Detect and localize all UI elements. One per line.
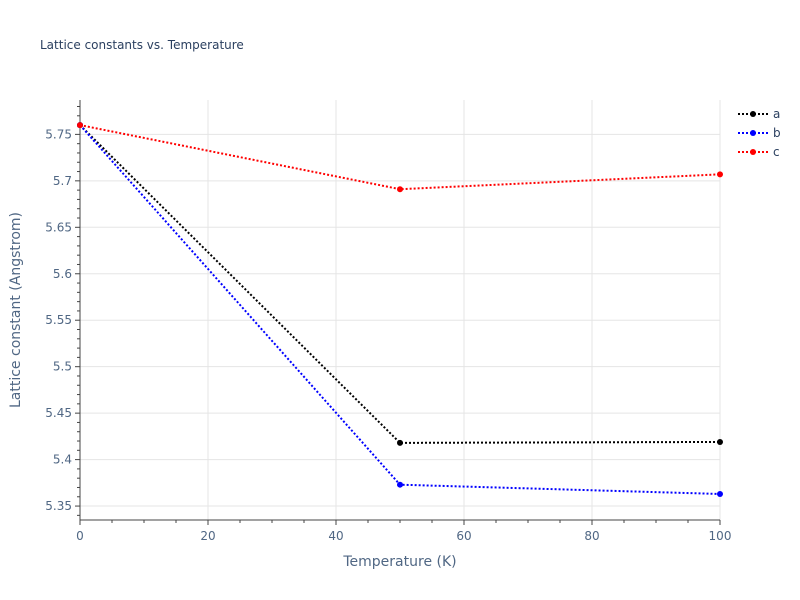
axis-layer — [75, 100, 721, 525]
x-tick-label: 0 — [76, 529, 84, 543]
chart-title: Lattice constants vs. Temperature — [40, 38, 244, 52]
y-tick-label: 5.7 — [53, 174, 72, 188]
y-tick-label: 5.6 — [53, 267, 72, 281]
y-tick-label: 5.45 — [45, 406, 72, 420]
grid-layer — [80, 100, 721, 520]
legend-label-b: b — [773, 126, 781, 140]
x-tick-label: 60 — [456, 529, 471, 543]
y-tick-label: 5.65 — [45, 220, 72, 234]
x-axis-title: Temperature (K) — [343, 554, 457, 570]
legend-swatch-b — [738, 130, 768, 136]
data-point-b — [397, 481, 403, 488]
y-tick-label: 5.5 — [53, 360, 72, 374]
data-point-a — [717, 438, 723, 445]
data-point-c — [397, 186, 403, 193]
y-tick-label: 5.75 — [45, 127, 72, 141]
y-tick-label: 5.4 — [53, 453, 72, 467]
x-tick-label: 40 — [328, 529, 343, 543]
data-point-c — [717, 171, 723, 178]
legend-swatch-c — [738, 149, 768, 155]
x-tick-label: 80 — [584, 529, 599, 543]
y-tick-label: 5.55 — [45, 313, 72, 327]
tick-label-layer: 0 20 40 60 80 100 5.35 5.4 5.45 5.5 5.55 5.6 5.65 5.7… — [45, 127, 731, 543]
series-layer — [77, 122, 723, 497]
data-point-b — [717, 490, 723, 497]
series-line-c — [79, 124, 721, 191]
y-tick-label: 5.35 — [45, 499, 72, 513]
y-axis-title: Lattice constant (Angstrom) — [8, 211, 24, 409]
legend-label-c: c — [773, 145, 780, 159]
x-tick-label: 100 — [709, 529, 732, 543]
series-line-a — [79, 124, 721, 444]
data-point-a — [397, 439, 403, 446]
legend-swatch-a — [738, 111, 768, 117]
x-tick-label: 20 — [200, 529, 215, 543]
data-point-c — [77, 122, 83, 129]
legend-label-a: a — [773, 107, 781, 121]
